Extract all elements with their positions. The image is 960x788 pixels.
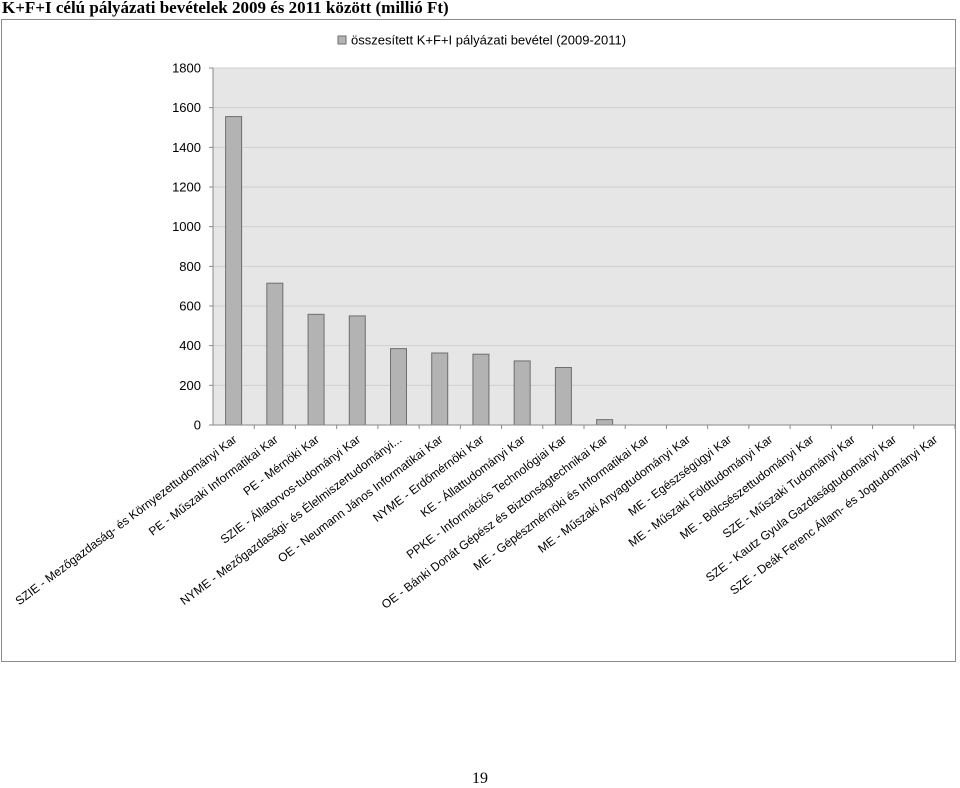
y-tick-label: 800 (179, 259, 201, 274)
y-tick-label: 1400 (172, 140, 201, 155)
y-tick-label: 1800 (172, 61, 201, 76)
bar (513, 360, 531, 426)
legend: összesített K+F+I pályázati bevétel (200… (337, 33, 626, 48)
bar-chart: összesített K+F+I pályázati bevétel (200… (13, 33, 955, 612)
bar (472, 353, 490, 426)
bar (225, 116, 243, 426)
y-tick-label: 600 (179, 299, 201, 314)
legend-label: összesített K+F+I pályázati bevétel (200… (351, 33, 626, 48)
gridlines (213, 67, 955, 386)
y-tick-label: 1000 (172, 219, 201, 234)
bar (431, 352, 449, 426)
document-title: K+F+I célú pályázati bevételek 2009 és 2… (2, 0, 449, 17)
bar (348, 315, 366, 426)
bar (266, 282, 284, 426)
y-tick-label: 0 (194, 418, 201, 433)
plot-area (213, 68, 955, 425)
y-tick-label: 1200 (172, 180, 201, 195)
y-axis-ticks: 0 200 400 600 800 1000 1200 1400 1600 1800 (172, 61, 213, 433)
y-tick-label: 400 (179, 338, 201, 353)
x-axis-labels: SZIE - Mezőgazdaság- és Környezettudomán… (13, 425, 955, 612)
y-tick-label: 200 (179, 378, 201, 393)
bar (596, 419, 614, 426)
bar (554, 366, 572, 426)
bars (225, 116, 614, 426)
page-number: 19 (472, 770, 488, 787)
legend-swatch (337, 35, 347, 45)
bar (307, 313, 325, 426)
chart-frame: összesített K+F+I pályázati bevétel (200… (1, 19, 956, 662)
y-tick-label: 1600 (172, 100, 201, 115)
bar (390, 348, 407, 426)
